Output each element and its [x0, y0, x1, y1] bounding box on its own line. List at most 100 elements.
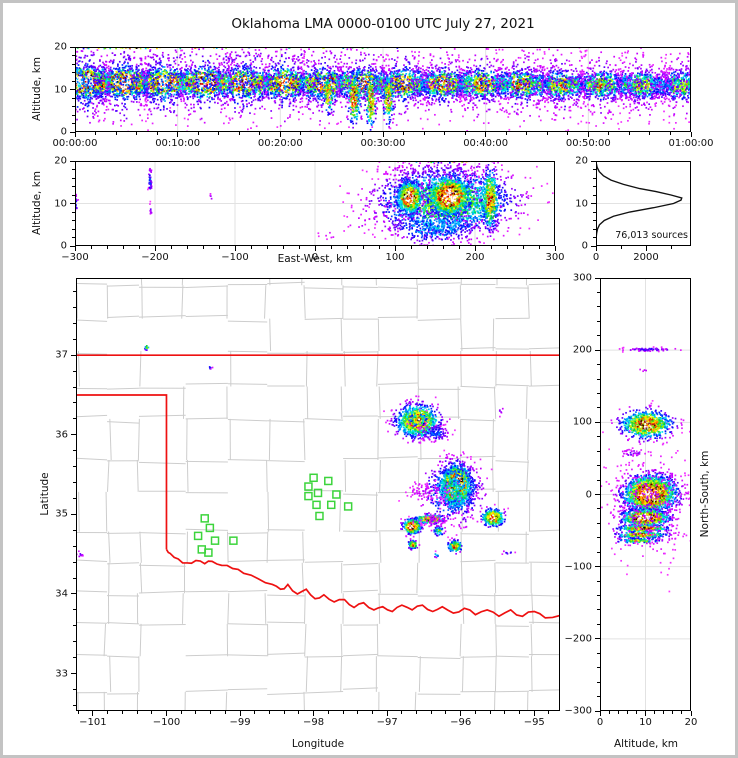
x-tick	[136, 711, 138, 714]
x-tick	[282, 246, 284, 249]
y-tick-label: 34	[55, 588, 68, 600]
y-tick	[72, 186, 75, 187]
y-tick-label: 20	[575, 155, 588, 167]
x-tick	[346, 246, 348, 249]
y-tick	[597, 465, 600, 467]
x-tick	[371, 711, 373, 714]
x-tick-label: 300	[545, 252, 565, 263]
x-tick	[74, 246, 76, 251]
x-tick	[442, 246, 444, 249]
y-tick	[597, 436, 600, 438]
y-tick	[70, 89, 75, 90]
y-tick-label: −100	[564, 561, 592, 573]
x-tick	[460, 711, 462, 716]
y-tick	[597, 551, 600, 553]
y-tick-label: 20	[54, 41, 67, 53]
x-tick-label: −95	[523, 717, 545, 728]
x-tick	[533, 711, 535, 716]
x-tick	[106, 246, 108, 249]
y-tick	[73, 418, 76, 420]
x-tick	[268, 711, 270, 714]
y-tick	[595, 638, 600, 640]
x-tick	[382, 132, 384, 137]
y-tick	[72, 123, 75, 124]
x-tick	[654, 711, 656, 714]
x-tick-label: 00:40:00	[463, 138, 509, 149]
map-ylabel: Latitude	[39, 472, 51, 516]
x-tick	[485, 132, 487, 137]
y-tick-label: 10	[575, 198, 588, 209]
y-tick	[593, 194, 596, 196]
y-tick	[72, 114, 75, 116]
y-tick	[593, 228, 596, 230]
x-tick-label: 00:10:00	[155, 138, 201, 149]
x-tick	[490, 246, 492, 249]
y-tick	[597, 681, 600, 683]
x-tick	[595, 246, 597, 251]
x-tick	[202, 246, 204, 249]
y-tick-label: 0	[581, 240, 588, 252]
y-tick	[595, 494, 600, 495]
y-tick	[597, 335, 600, 337]
y-tick	[595, 566, 600, 568]
x-tick	[138, 246, 140, 249]
x-tick	[426, 246, 428, 249]
x-tick-label: −300	[61, 252, 89, 263]
y-tick	[72, 220, 75, 221]
x-tick	[210, 711, 212, 714]
y-tick	[597, 609, 600, 611]
x-tick	[474, 711, 476, 714]
x-tick	[672, 711, 674, 714]
y-tick	[73, 689, 76, 690]
y-tick	[72, 228, 75, 230]
x-tick	[690, 132, 692, 137]
x-tick	[635, 711, 637, 714]
x-tick	[186, 246, 188, 249]
x-tick-label: 00:00:00	[52, 138, 98, 149]
x-tick	[430, 711, 432, 714]
x-tick	[458, 246, 460, 249]
y-tick	[72, 55, 75, 56]
x-tick	[218, 132, 220, 135]
y-tick	[597, 392, 600, 394]
y-tick	[591, 203, 596, 204]
x-tick	[681, 711, 683, 714]
y-tick	[597, 623, 600, 625]
y-tick-label: 33	[55, 668, 68, 680]
y-tick	[597, 595, 600, 597]
x-tick	[444, 132, 446, 135]
y-tick	[597, 696, 600, 698]
x-tick-label: −200	[141, 252, 169, 263]
y-tick	[72, 177, 75, 179]
y-tick	[73, 704, 76, 706]
y-tick	[73, 641, 76, 643]
y-tick	[597, 667, 600, 669]
x-tick-label: 0	[592, 252, 600, 263]
x-tick	[394, 246, 396, 251]
x-tick	[506, 246, 508, 249]
x-tick	[464, 132, 466, 135]
x-tick	[357, 711, 359, 714]
x-tick	[645, 246, 647, 251]
x-tick	[165, 711, 167, 716]
y-tick	[595, 349, 600, 351]
x-tick	[608, 711, 610, 714]
x-tick	[670, 246, 672, 249]
x-tick	[170, 246, 172, 249]
time-height-panel: 00:00:00 00:10:00 00:20:00 00:30:00 00:40:00…	[53, 42, 714, 150]
x-tick	[250, 246, 252, 249]
y-tick	[591, 245, 596, 247]
y-tick	[593, 186, 596, 187]
x-tick	[401, 711, 403, 714]
y-tick-label: 36	[55, 429, 68, 441]
y-tick-label: 0	[60, 126, 67, 138]
y-tick	[597, 306, 600, 308]
y-tick	[595, 421, 600, 423]
y-tick	[73, 370, 76, 372]
x-tick	[320, 132, 322, 135]
x-tick-label: −97	[376, 717, 398, 728]
y-tick	[597, 364, 600, 366]
y-tick-label: 20	[54, 155, 67, 167]
y-tick	[70, 203, 75, 204]
y-tick	[73, 386, 76, 388]
